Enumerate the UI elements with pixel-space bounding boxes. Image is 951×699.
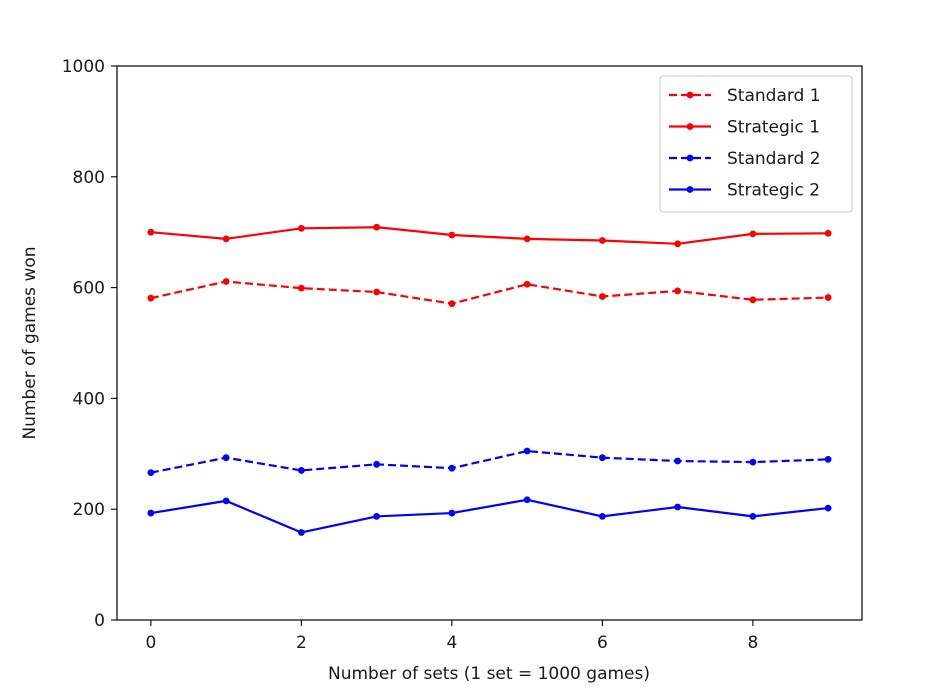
data-point-strategic-1 (147, 228, 155, 236)
x-axis: 0 2 4 6 8 (145, 620, 758, 653)
data-point-standard-2 (749, 458, 757, 466)
legend-item-standard-1: Standard 1 (669, 86, 821, 106)
data-point-standard-2 (824, 455, 832, 463)
legend-marker-strategic-1 (686, 123, 694, 130)
data-point-strategic-2 (297, 529, 305, 536)
data-point-strategic-1 (523, 235, 531, 243)
legend: Standard 1 Strategic 1 Standard 2 Strategic… (659, 75, 853, 213)
data-point-standard-2 (674, 457, 682, 465)
legend-marker-strategic-2 (686, 186, 694, 193)
data-point-strategic-1 (824, 229, 832, 237)
series-line-standard-1 (150, 280, 829, 305)
legend-item-standard-2: Standard 2 (669, 149, 821, 169)
data-point-strategic-1 (373, 223, 381, 231)
data-point-standard-2 (147, 469, 155, 477)
data-point-standard-2 (598, 454, 606, 462)
data-point-standard-1 (297, 284, 305, 292)
y-axis: 0 200 400 600 800 1000 (62, 57, 117, 631)
series-line-standard-2 (150, 449, 829, 474)
legend-label-standard-2: Standard 2 (727, 149, 821, 169)
data-point-standard-2 (297, 467, 305, 474)
series-line-strategic-1 (150, 226, 829, 245)
series-strategic-1 (147, 223, 832, 248)
data-point-standard-2 (222, 454, 230, 462)
data-point-strategic-2 (598, 513, 606, 520)
data-point-standard-2 (523, 447, 531, 455)
x-tick-label: 8 (747, 633, 758, 653)
data-point-strategic-1 (297, 224, 305, 232)
data-point-strategic-2 (824, 504, 832, 512)
data-point-strategic-2 (222, 497, 230, 505)
y-tick-label: 0 (94, 611, 105, 631)
data-point-strategic-1 (749, 230, 757, 238)
legend-item-strategic-1: Strategic 1 (669, 118, 820, 138)
data-point-standard-1 (749, 296, 757, 304)
x-axis-label: Number of sets (1 set = 1000 games) (328, 664, 650, 684)
y-tick-label: 1000 (62, 57, 105, 77)
legend-label-strategic-1: Strategic 1 (727, 118, 820, 138)
data-point-strategic-2 (674, 503, 682, 511)
y-tick-label: 400 (73, 389, 105, 409)
data-point-standard-1 (598, 293, 606, 300)
data-point-standard-1 (674, 287, 682, 295)
data-point-strategic-1 (222, 235, 230, 243)
data-point-standard-1 (147, 294, 155, 302)
legend-label-strategic-2: Strategic 2 (727, 181, 820, 201)
data-point-strategic-1 (598, 237, 606, 244)
series-line-strategic-2 (150, 498, 829, 534)
series-standard-1 (147, 278, 832, 308)
data-point-standard-2 (448, 464, 456, 472)
data-point-standard-1 (523, 280, 531, 288)
legend-marker-standard-1 (686, 91, 694, 99)
y-tick-label: 800 (73, 168, 105, 188)
data-point-strategic-1 (674, 240, 682, 248)
series-strategic-2 (147, 496, 832, 536)
legend-marker-standard-2 (686, 154, 694, 162)
x-tick-label: 0 (145, 633, 156, 653)
y-tick-label: 600 (73, 279, 105, 299)
x-tick-label: 4 (446, 633, 457, 653)
data-point-standard-1 (222, 278, 230, 285)
series-standard-2 (147, 447, 832, 477)
x-tick-label: 6 (597, 633, 608, 653)
data-point-strategic-2 (448, 509, 456, 517)
data-point-standard-2 (373, 460, 381, 468)
legend-item-strategic-2: Strategic 2 (669, 181, 820, 201)
plot-area (147, 223, 832, 536)
data-point-strategic-2 (373, 513, 381, 520)
data-point-strategic-1 (448, 231, 456, 239)
data-point-strategic-2 (749, 513, 757, 520)
data-point-strategic-2 (147, 509, 155, 517)
x-tick-label: 2 (296, 633, 307, 653)
data-point-strategic-2 (523, 496, 531, 504)
legend-label-standard-1: Standard 1 (727, 86, 821, 106)
y-tick-label: 200 (73, 500, 105, 520)
legend-box (659, 75, 853, 213)
data-point-standard-1 (448, 300, 456, 308)
axes-frame (116, 65, 863, 621)
data-point-standard-1 (373, 288, 381, 296)
y-axis-label: Number of games won (20, 246, 40, 439)
data-point-standard-1 (824, 294, 832, 301)
